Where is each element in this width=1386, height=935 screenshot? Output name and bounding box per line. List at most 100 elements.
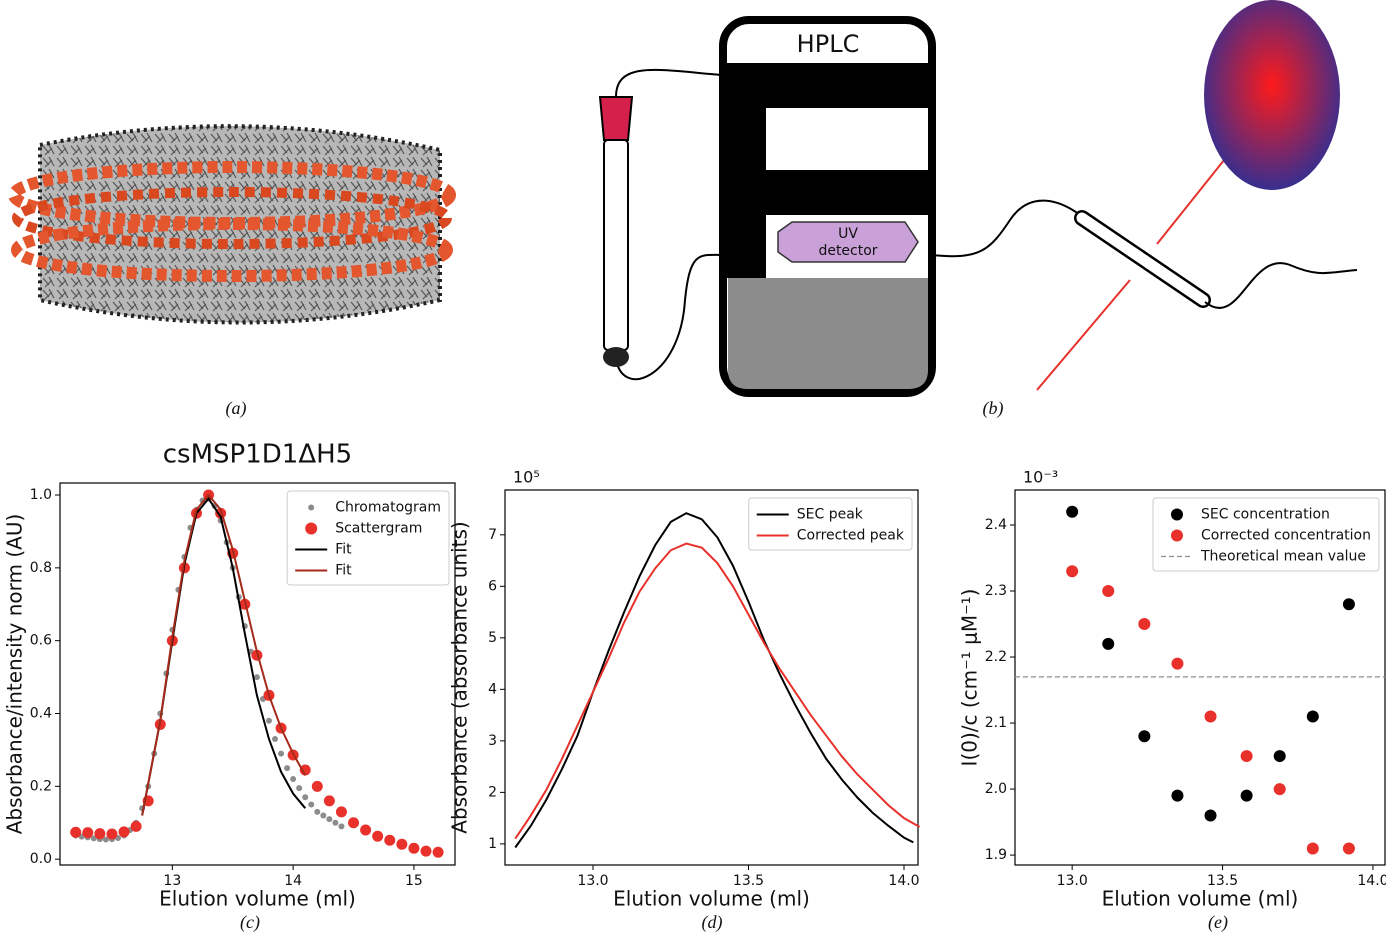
data-point — [1138, 618, 1151, 631]
data-point — [284, 765, 291, 772]
legend-swatch — [305, 522, 318, 535]
data-point — [94, 828, 106, 840]
legend-label: Chromatogram — [335, 500, 441, 516]
legend-box — [748, 497, 913, 551]
caption: (a) — [226, 398, 247, 419]
data-point — [332, 819, 339, 826]
legend-box — [286, 490, 450, 586]
x-axis-label: Elution volume (ml) — [1102, 887, 1299, 911]
data-point — [1342, 598, 1355, 611]
data-point — [384, 834, 396, 846]
x-tick-label: 14.0 — [888, 873, 919, 889]
legend: SEC peak Corrected peak — [748, 497, 913, 551]
data-point — [1102, 585, 1115, 598]
data-point — [90, 835, 97, 842]
offset-label: 10⁵ — [513, 468, 540, 487]
data-point — [302, 794, 309, 801]
chart-title: csMSP1D1ΔH5 — [163, 440, 352, 470]
data-point — [335, 806, 347, 818]
legend-swatch — [1170, 508, 1183, 521]
y-tick-label: 4 — [488, 681, 497, 697]
caption: (c) — [240, 912, 260, 933]
legend: SEC concentration Corrected concentration… — [1152, 497, 1380, 572]
hplc-label: HPLC — [797, 30, 860, 58]
data-point — [311, 780, 323, 792]
data-point — [106, 828, 118, 840]
x-tick-label: 13.0 — [577, 873, 608, 889]
data-point — [1102, 637, 1115, 650]
legend-label: Fit — [335, 563, 352, 579]
data-point — [360, 824, 372, 836]
y-tick-label: 6 — [488, 578, 497, 594]
legend-swatch — [1170, 529, 1183, 542]
data-point — [348, 817, 360, 829]
legend-label: Fit — [335, 542, 352, 558]
data-point — [372, 830, 384, 842]
x-tick-label: 14 — [284, 873, 302, 889]
x-tick-label: 13.0 — [1057, 873, 1088, 889]
data-point — [432, 846, 444, 858]
y-axis-label: I(0)/c (cm⁻¹ μM⁻¹) — [958, 589, 982, 767]
y-tick-label: 0.6 — [30, 633, 52, 649]
legend-label: Corrected concentration — [1201, 528, 1371, 544]
y-tick-label: 7 — [488, 527, 497, 543]
data-point — [1273, 750, 1286, 763]
data-point — [299, 764, 311, 776]
data-point — [408, 842, 420, 854]
data-point — [1240, 750, 1253, 763]
series-line — [514, 512, 914, 849]
x-axis-label: Elution volume (ml) — [159, 887, 356, 911]
data-point — [1171, 657, 1184, 670]
legend-box — [1152, 497, 1380, 572]
y-axis-label: Absorbance/intensity norm (AU) — [3, 514, 27, 835]
data-point — [1342, 842, 1355, 855]
legend-label: SEC concentration — [1201, 507, 1330, 523]
y-tick-label: 2.2 — [985, 649, 1007, 665]
y-tick-label: 2.1 — [985, 715, 1007, 731]
data-point — [1306, 842, 1319, 855]
y-tick-label: 2.3 — [985, 583, 1007, 599]
y-tick-label: 2.0 — [985, 781, 1007, 797]
y-tick-label: 2.4 — [985, 517, 1007, 533]
setup-diagram: HPLC UV detector — [598, 0, 1358, 397]
y-tick-label: 0.0 — [30, 851, 52, 867]
data-point — [396, 838, 408, 850]
plot-frame — [59, 482, 456, 866]
series-line — [514, 542, 921, 840]
data-point — [314, 808, 321, 815]
y-tick-label: 0.8 — [30, 560, 52, 576]
data-point — [1066, 565, 1079, 578]
data-point — [1273, 783, 1286, 796]
data-point — [1204, 710, 1217, 723]
detector-label: detector — [818, 243, 877, 259]
y-tick-label: 1 — [488, 836, 497, 852]
x-tick-label: 14.0 — [1357, 873, 1386, 889]
detector-label: UV — [838, 226, 858, 242]
data-point — [290, 776, 297, 783]
legend-label: SEC peak — [797, 507, 864, 523]
plot-frame — [504, 489, 919, 866]
data-point — [118, 826, 130, 838]
legend-label: Scattergram — [335, 521, 422, 537]
data-point — [70, 826, 82, 838]
x-tick-label: 13.5 — [1207, 873, 1238, 889]
legend-label: Theoretical mean value — [1200, 549, 1366, 565]
data-point — [1240, 789, 1253, 802]
series-line — [141, 493, 307, 816]
data-point — [278, 750, 285, 757]
data-point — [1306, 710, 1319, 723]
data-point — [296, 785, 303, 792]
y-tick-label: 0.2 — [30, 778, 52, 794]
legend-label: Corrected peak — [797, 528, 905, 544]
data-point — [130, 820, 142, 832]
legend: Chromatogram Scattergram Fit Fit — [286, 490, 450, 586]
caption: (d) — [702, 912, 723, 933]
data-point — [308, 801, 315, 808]
y-tick-label: 3 — [488, 733, 497, 749]
legend-swatch — [308, 504, 315, 511]
data-point — [320, 812, 327, 819]
data-point — [1171, 789, 1184, 802]
x-axis-label: Elution volume (ml) — [613, 887, 810, 911]
data-point — [1138, 730, 1151, 743]
